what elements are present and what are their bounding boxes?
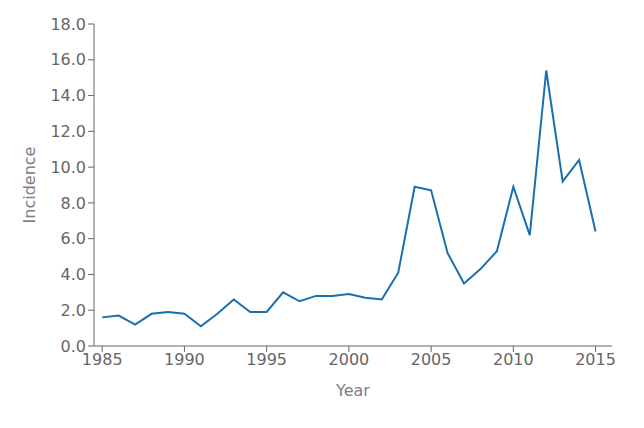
- svg-text:Incidence: Incidence: [20, 147, 39, 224]
- svg-text:1990: 1990: [164, 350, 205, 369]
- svg-text:2000: 2000: [329, 350, 370, 369]
- svg-text:1985: 1985: [82, 350, 123, 369]
- svg-text:0.0: 0.0: [61, 337, 86, 356]
- svg-text:1995: 1995: [246, 350, 287, 369]
- svg-text:12.0: 12.0: [50, 122, 86, 141]
- svg-text:14.0: 14.0: [50, 86, 86, 105]
- svg-text:Year: Year: [335, 381, 370, 400]
- svg-text:18.0: 18.0: [50, 15, 86, 34]
- svg-text:2005: 2005: [411, 350, 452, 369]
- svg-text:8.0: 8.0: [61, 194, 86, 213]
- svg-text:16.0: 16.0: [50, 50, 86, 69]
- svg-text:2010: 2010: [493, 350, 534, 369]
- svg-text:10.0: 10.0: [50, 158, 86, 177]
- svg-text:4.0: 4.0: [61, 265, 86, 284]
- svg-text:2015: 2015: [575, 350, 616, 369]
- svg-text:2.0: 2.0: [61, 301, 86, 320]
- svg-text:6.0: 6.0: [61, 229, 86, 248]
